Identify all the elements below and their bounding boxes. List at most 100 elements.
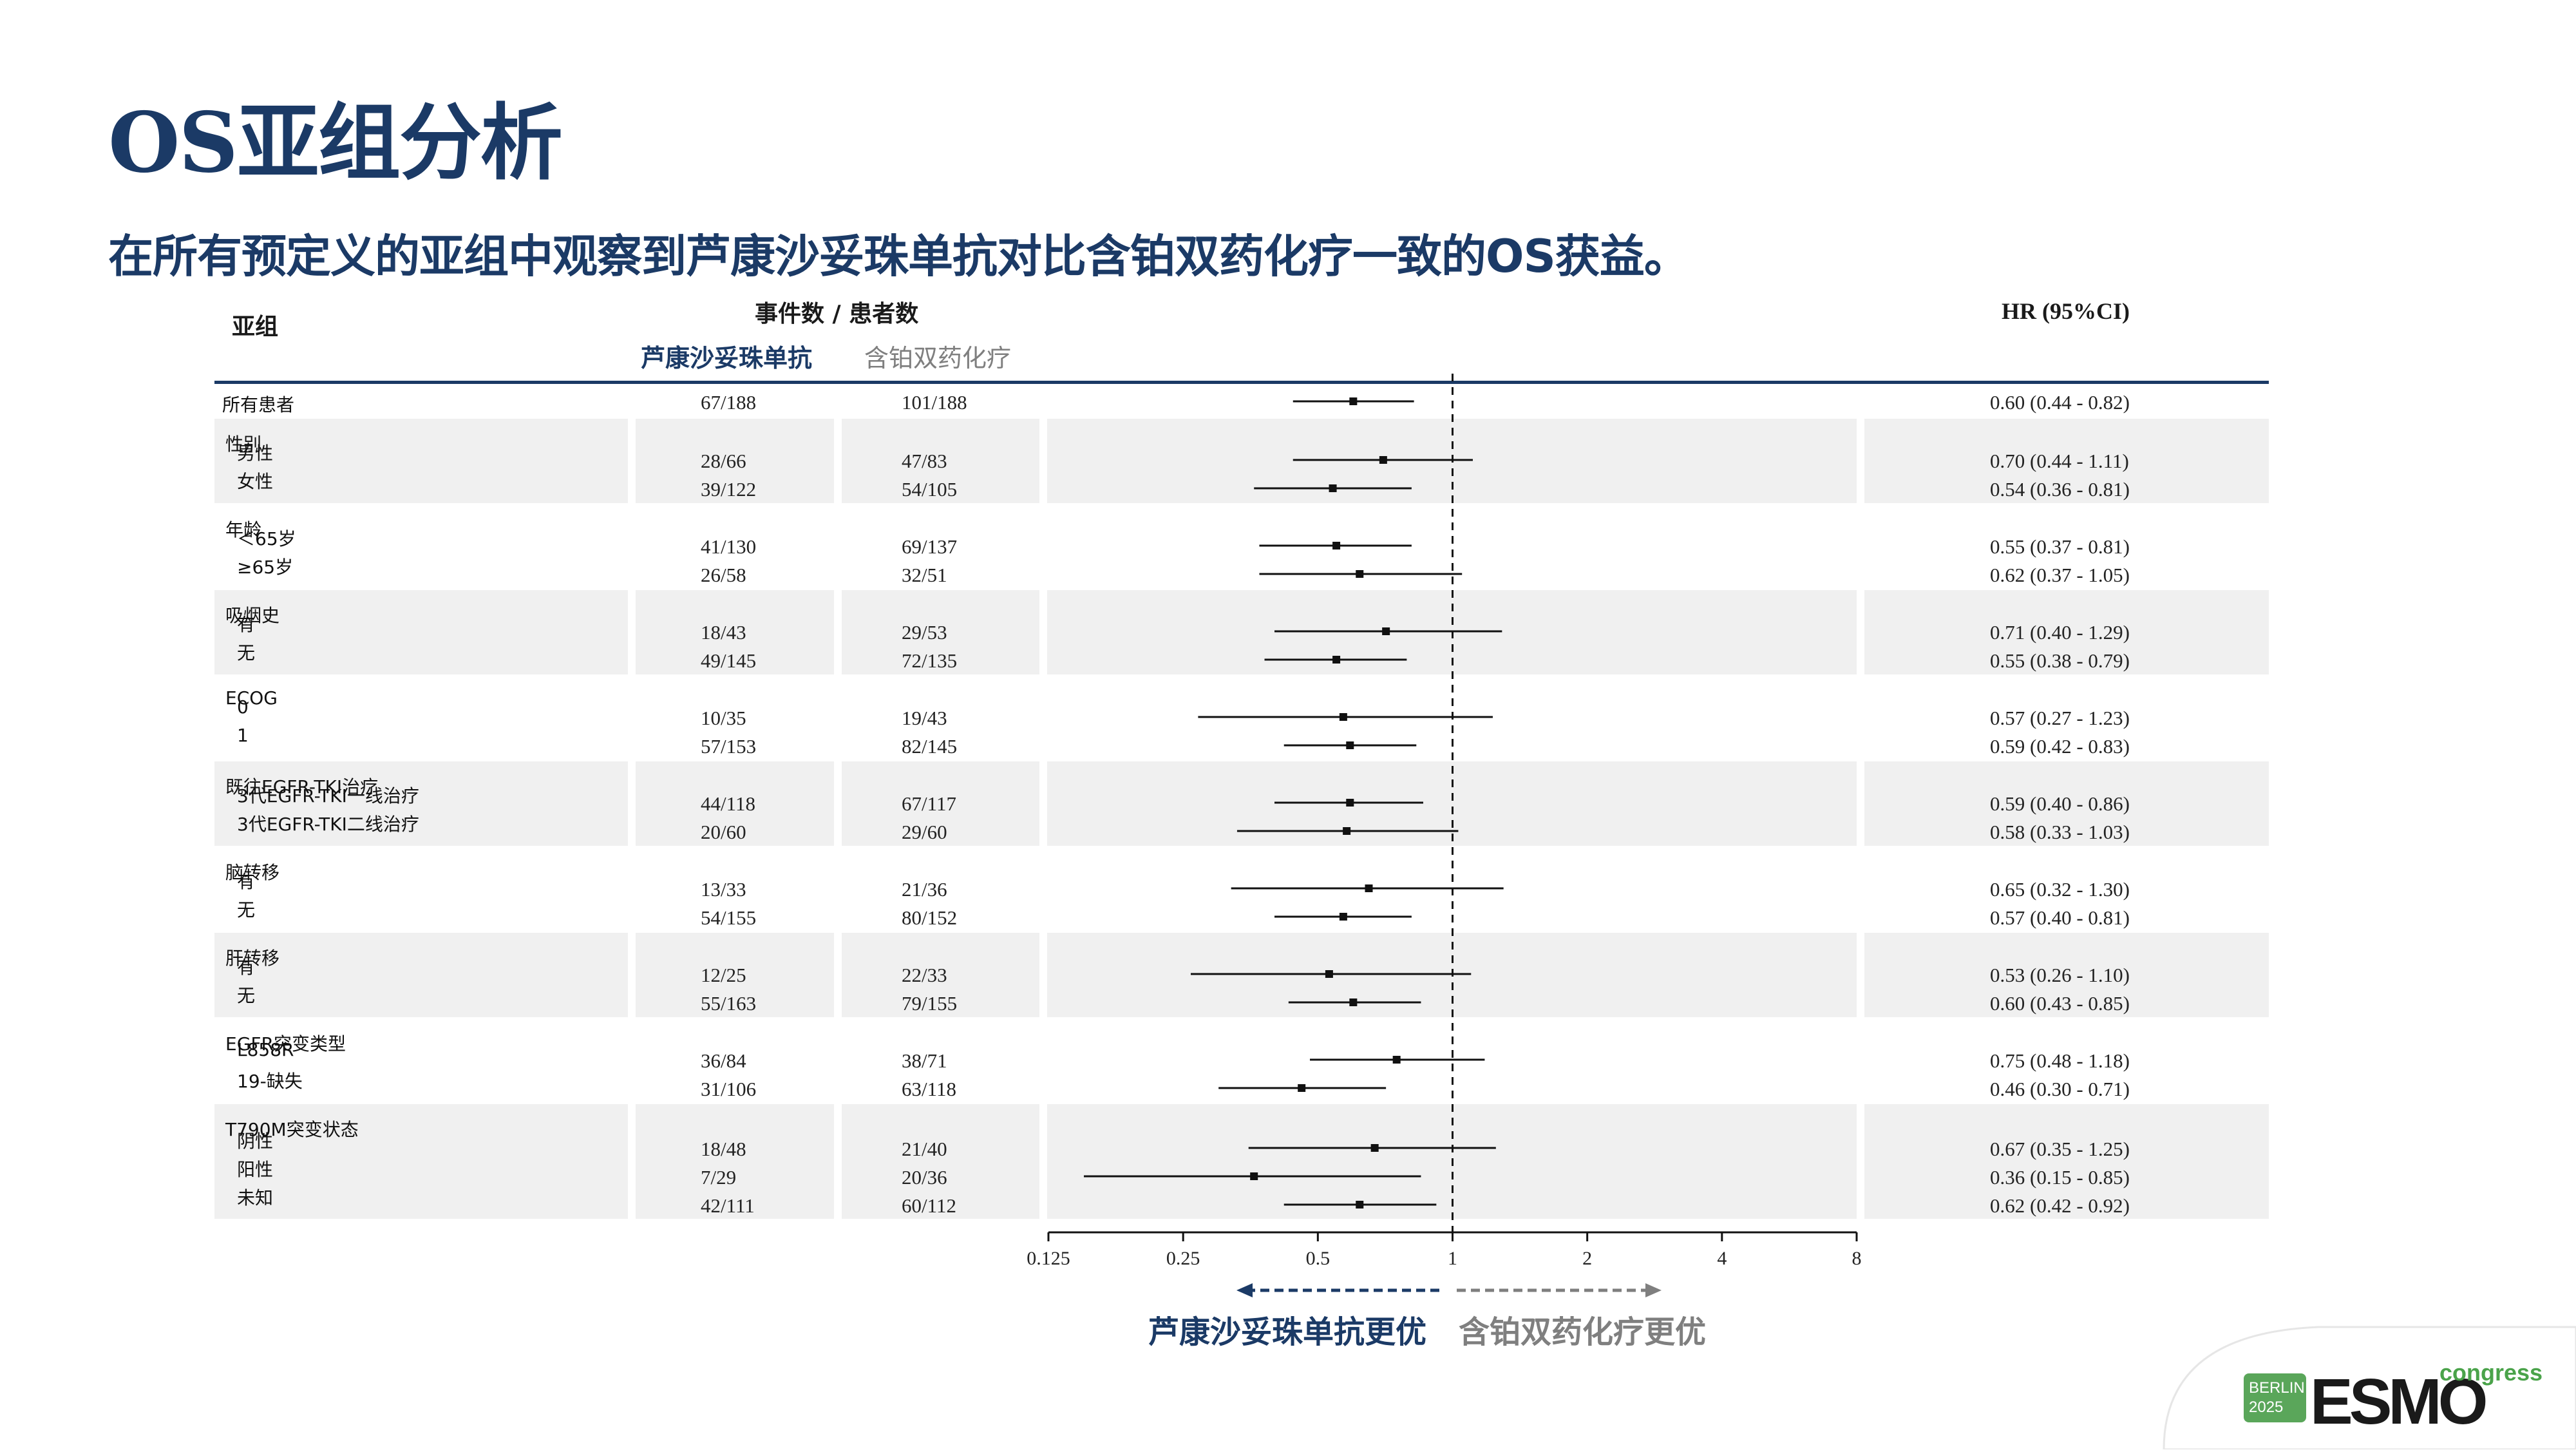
row-label: L858R [237, 1039, 294, 1060]
band-separator [834, 1104, 842, 1219]
events-arm1: 44/118 [701, 792, 755, 815]
logo-city: BERLIN [2249, 1379, 2305, 1397]
band-separator [834, 419, 842, 503]
logo-year: 2025 [2249, 1399, 2283, 1416]
hr-value: 0.55 (0.37 - 0.81) [1990, 535, 2130, 558]
events-arm1: 28/66 [701, 450, 746, 472]
events-arm2: 54/105 [902, 478, 958, 501]
hr-point [1356, 570, 1364, 578]
events-arm2: 101/188 [902, 391, 967, 414]
logo-brand: ESMO [2310, 1366, 2486, 1438]
events-arm1: 42/111 [701, 1194, 755, 1217]
events-arm1: 31/106 [701, 1078, 757, 1100]
hr-point [1365, 884, 1373, 892]
hr-value: 0.57 (0.40 - 0.81) [1990, 906, 2130, 929]
row-band [214, 590, 2269, 674]
hr-value: 0.70 (0.44 - 1.11) [1990, 450, 2129, 472]
x-tick-label: 1 [1448, 1248, 1457, 1269]
hr-point [1382, 627, 1390, 635]
group-label: 吸烟史 [225, 605, 280, 626]
events-arm2: 32/51 [902, 564, 947, 586]
row-label: ≥65岁 [237, 557, 294, 578]
hr-value: 0.65 (0.32 - 1.30) [1990, 878, 2130, 901]
hr-point [1379, 456, 1387, 464]
events-arm1: 10/35 [701, 707, 746, 729]
hr-point [1356, 1201, 1364, 1208]
events-arm1: 12/25 [701, 964, 746, 986]
group-label: 年龄 [225, 519, 262, 540]
events-arm2: 72/135 [902, 649, 958, 672]
page-title: OS亚组分析 [108, 95, 563, 191]
band-separator [1039, 590, 1047, 674]
hr-value: 0.75 (0.48 - 1.18) [1990, 1049, 2130, 1072]
row-label: 3代EGFR-TKI一线治疗 [237, 785, 419, 807]
events-arm2: 67/117 [902, 792, 956, 815]
x-tick-label: 0.5 [1306, 1248, 1331, 1269]
events-arm1: 18/43 [701, 621, 746, 644]
events-arm1: 55/163 [701, 992, 757, 1015]
events-arm2: 79/155 [902, 992, 958, 1015]
band-separator [1857, 419, 1864, 503]
header-hr: HR (95%CI) [2002, 298, 2130, 324]
band-separator [834, 761, 842, 846]
events-arm1: 57/153 [701, 735, 757, 758]
group-label: ECOG [225, 687, 278, 709]
hr-value: 0.59 (0.40 - 0.86) [1990, 792, 2130, 815]
events-arm2: 22/33 [902, 964, 947, 986]
hr-value: 0.53 (0.26 - 1.10) [1990, 964, 2130, 986]
events-arm1: 13/33 [701, 878, 746, 901]
hr-point [1346, 741, 1354, 749]
row-label: ＜65岁 [237, 528, 296, 549]
arrow-label-right: 含铂双药化疗更优 [1459, 1314, 1707, 1350]
row-label: 阳性 [237, 1159, 274, 1180]
band-separator [628, 1104, 636, 1219]
group-label: T790M突变状态 [225, 1119, 359, 1140]
row-label: 19-缺失 [237, 1071, 303, 1092]
hr-point [1349, 397, 1358, 405]
hr-point [1325, 970, 1333, 978]
row-label: 无 [237, 899, 256, 921]
row-label: 阴性 [237, 1131, 274, 1152]
row-label: 有 [237, 871, 256, 892]
band-separator [1857, 590, 1864, 674]
events-arm1: 7/29 [701, 1166, 737, 1189]
row-label: 0 [237, 696, 249, 718]
hr-value: 0.36 (0.15 - 0.85) [1990, 1166, 2130, 1189]
band-separator [834, 590, 842, 674]
row-label: 男性 [237, 443, 274, 464]
band-separator [1857, 761, 1864, 846]
events-arm2: 19/43 [902, 707, 947, 729]
band-separator [1039, 761, 1047, 846]
hr-value: 0.46 (0.30 - 0.71) [1990, 1078, 2130, 1100]
events-arm2: 80/152 [902, 906, 958, 929]
events-arm2: 47/83 [902, 450, 947, 472]
events-arm2: 21/36 [902, 878, 947, 901]
group-label: 脑转移 [225, 862, 280, 883]
events-arm2: 69/137 [902, 535, 958, 558]
events-arm1: 26/58 [701, 564, 746, 586]
hr-value: 0.62 (0.42 - 0.92) [1990, 1194, 2130, 1217]
group-label: 肝转移 [225, 948, 280, 969]
row-label: 无 [237, 642, 256, 664]
events-arm1: 67/188 [701, 391, 757, 414]
hr-point [1329, 484, 1337, 492]
header-rule [214, 381, 2269, 384]
row-label: 无 [237, 985, 256, 1006]
band-separator [1039, 933, 1047, 1017]
events-arm2: 63/118 [902, 1078, 956, 1100]
group-label: 性别 [225, 434, 262, 455]
group-label: EGFR突变类型 [225, 1033, 346, 1055]
band-separator [1039, 419, 1047, 503]
row-label: 有 [237, 957, 256, 978]
hr-value: 0.57 (0.27 - 1.23) [1990, 707, 2130, 729]
header-arm2: 含铂双药化疗 [864, 344, 1012, 372]
header-events: 事件数 / 患者数 [755, 301, 919, 327]
logo-word: congress [2439, 1359, 2543, 1386]
events-arm1: 54/155 [701, 906, 757, 929]
row-band [214, 419, 2269, 503]
hr-point [1370, 1144, 1379, 1152]
esmo-logo: BERLIN 2025 ESMO congress [2125, 1301, 2576, 1451]
hr-value: 0.60 (0.44 - 0.82) [1990, 391, 2130, 414]
events-arm1: 18/48 [701, 1138, 746, 1160]
events-arm2: 29/60 [902, 821, 947, 843]
